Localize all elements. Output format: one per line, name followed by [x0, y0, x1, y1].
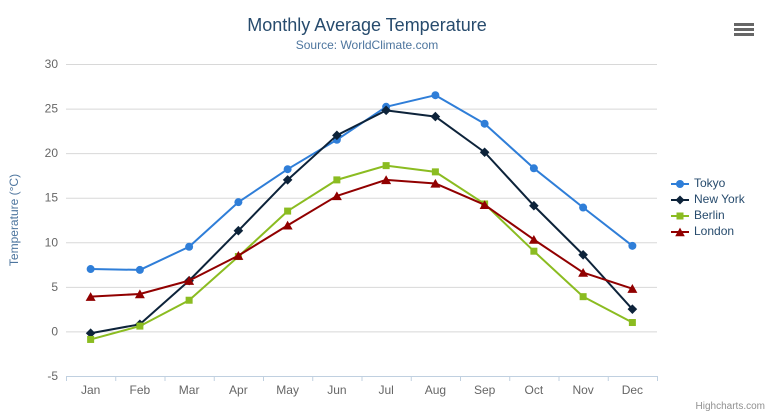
data-point-circle-marker[interactable] — [431, 91, 440, 100]
data-point-diamond-marker[interactable] — [479, 147, 490, 158]
y-axis-label: 10 — [45, 235, 59, 249]
legend-item-new-york[interactable]: New York — [671, 193, 745, 206]
data-point-triangle-marker[interactable] — [134, 289, 145, 299]
legend-item-berlin[interactable]: Berlin — [671, 209, 745, 222]
data-point-square-marker[interactable] — [628, 319, 636, 327]
chart-title: Monthly Average Temperature — [247, 15, 487, 35]
data-point-square-marker[interactable] — [530, 247, 538, 255]
data-point-circle-marker[interactable] — [283, 165, 292, 174]
y-axis-label: 30 — [45, 57, 59, 71]
y-axis-label: 25 — [45, 102, 59, 116]
x-axis-label: May — [276, 383, 299, 397]
x-axis-label: Oct — [525, 383, 544, 397]
data-point-triangle-marker[interactable] — [627, 284, 638, 293]
series-line-london[interactable] — [90, 178, 633, 298]
hamburger-icon — [734, 22, 754, 26]
square-legend-icon — [671, 212, 689, 219]
x-axis-label: Nov — [572, 383, 593, 397]
triangle-legend-icon — [671, 227, 689, 236]
data-point-circle-marker[interactable] — [135, 265, 144, 274]
legend-label: Berlin — [694, 208, 725, 222]
data-point-diamond-marker[interactable] — [430, 111, 441, 122]
data-point-circle-marker[interactable] — [185, 242, 194, 251]
data-point-triangle-marker[interactable] — [331, 191, 342, 201]
x-axis-label: Jun — [327, 383, 346, 397]
data-point-circle-marker[interactable] — [480, 119, 489, 128]
data-point-square-marker[interactable] — [136, 322, 144, 330]
data-point-square-marker[interactable] — [579, 293, 587, 301]
diamond-legend-icon — [671, 195, 689, 204]
data-point-square-marker[interactable] — [185, 296, 193, 304]
x-axis-label: Aug — [425, 383, 446, 397]
x-axis-label: Apr — [229, 383, 248, 397]
legend-label: Tokyo — [694, 176, 726, 190]
data-point-diamond-marker[interactable] — [85, 328, 96, 339]
legend-item-tokyo[interactable]: Tokyo — [671, 177, 745, 190]
y-axis-label: 5 — [51, 280, 58, 294]
data-point-square-marker[interactable] — [333, 176, 341, 184]
y-axis-label: 0 — [51, 324, 58, 338]
x-axis-label: Dec — [622, 383, 643, 397]
series-line-tokyo[interactable] — [90, 94, 633, 271]
data-point-diamond-marker[interactable] — [282, 175, 293, 185]
data-point-square-marker[interactable] — [431, 168, 439, 176]
data-point-diamond-marker[interactable] — [529, 200, 539, 211]
legend-label: New York — [694, 192, 745, 206]
data-point-diamond-marker[interactable] — [627, 304, 638, 314]
x-axis-label: Sep — [474, 383, 496, 397]
data-point-triangle-marker[interactable] — [184, 276, 195, 285]
x-axis-label: Jul — [378, 383, 393, 397]
hamburger-icon — [734, 32, 754, 36]
y-axis-label: 15 — [45, 191, 59, 205]
hamburger-icon — [734, 27, 754, 31]
x-axis-label: Feb — [130, 383, 151, 397]
data-point-square-marker[interactable] — [382, 162, 390, 170]
series-line-berlin[interactable] — [90, 164, 633, 341]
legend: Tokyo New York Berlin London — [671, 177, 745, 238]
data-point-diamond-marker[interactable] — [233, 225, 244, 236]
data-point-diamond-marker[interactable] — [578, 249, 588, 260]
x-axis-label: Mar — [179, 383, 200, 397]
data-point-triangle-marker[interactable] — [233, 251, 244, 260]
series-line-new-york[interactable] — [90, 109, 634, 335]
data-point-triangle-marker[interactable] — [578, 267, 589, 277]
data-point-triangle-marker[interactable] — [479, 200, 490, 210]
y-axis-label: 20 — [45, 146, 59, 160]
data-point-triangle-marker[interactable] — [430, 178, 441, 188]
data-point-triangle-marker[interactable] — [85, 292, 96, 301]
data-point-diamond-marker[interactable] — [381, 105, 391, 116]
x-axis-label: Jan — [81, 383, 100, 397]
chart-subtitle: Source: WorldClimate.com — [295, 38, 439, 52]
data-point-circle-marker[interactable] — [86, 265, 95, 274]
data-point-circle-marker[interactable] — [234, 198, 243, 207]
data-point-triangle-marker[interactable] — [528, 235, 539, 244]
data-point-circle-marker[interactable] — [529, 164, 538, 173]
data-point-diamond-marker[interactable] — [332, 130, 342, 141]
data-point-square-marker[interactable] — [87, 335, 95, 343]
export-menu-button[interactable] — [733, 20, 755, 38]
data-point-square-marker[interactable] — [284, 207, 292, 215]
circle-legend-icon — [671, 179, 689, 188]
data-point-circle-marker[interactable] — [628, 241, 637, 250]
legend-item-london[interactable]: London — [671, 225, 745, 238]
data-point-circle-marker[interactable] — [579, 203, 588, 212]
y-axis-label: -5 — [47, 369, 58, 383]
data-point-triangle-marker[interactable] — [381, 175, 392, 185]
legend-label: London — [694, 224, 735, 238]
data-point-triangle-marker[interactable] — [282, 220, 293, 230]
credits-link[interactable]: Highcharts.com — [695, 401, 765, 412]
